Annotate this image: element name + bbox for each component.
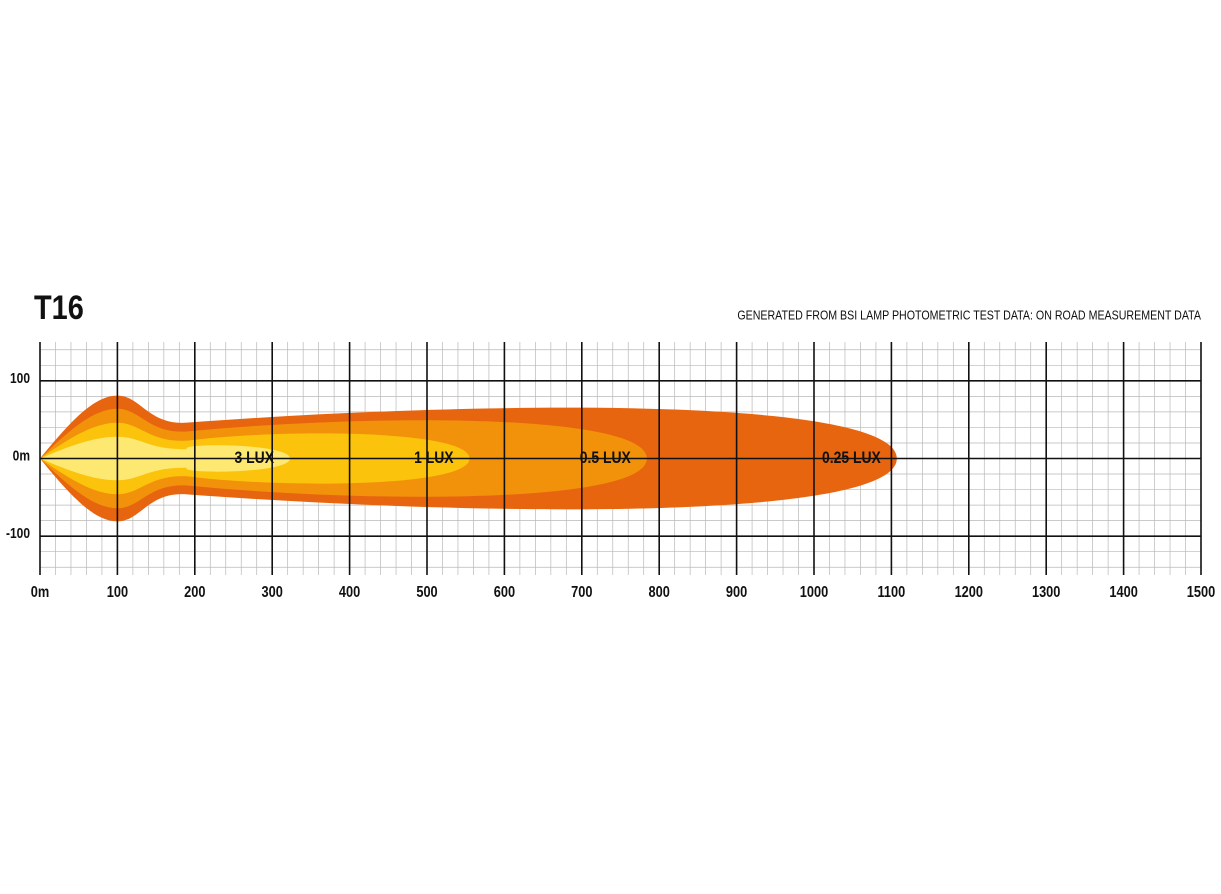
chart-title: T16 bbox=[34, 288, 84, 327]
x-tick-label: 1200 bbox=[955, 584, 983, 602]
x-tick-label: 600 bbox=[494, 584, 515, 602]
x-tick-label: 200 bbox=[184, 584, 205, 602]
x-tick-label: 1100 bbox=[878, 584, 906, 602]
y-tick-label: 0m bbox=[13, 447, 30, 464]
x-tick-label: 1300 bbox=[1032, 584, 1060, 602]
x-tick-label: 900 bbox=[726, 584, 747, 602]
x-tick-label: 1500 bbox=[1187, 584, 1215, 602]
x-tick-label: 0m bbox=[31, 584, 49, 602]
x-tick-label: 1400 bbox=[1109, 584, 1137, 602]
x-tick-label: 700 bbox=[571, 584, 592, 602]
chart-subtitle: GENERATED FROM BSI LAMP PHOTOMETRIC TEST… bbox=[737, 307, 1201, 322]
y-tick-label: 100 bbox=[10, 370, 30, 387]
x-tick-label: 800 bbox=[649, 584, 670, 602]
major-grid bbox=[39, 342, 1202, 575]
x-tick-label: 100 bbox=[107, 584, 128, 602]
x-tick-label: 1000 bbox=[800, 584, 828, 602]
y-tick-label: -100 bbox=[6, 525, 30, 542]
x-tick-label: 500 bbox=[416, 584, 437, 602]
x-tick-label: 400 bbox=[339, 584, 360, 602]
x-tick-label: 300 bbox=[262, 584, 283, 602]
